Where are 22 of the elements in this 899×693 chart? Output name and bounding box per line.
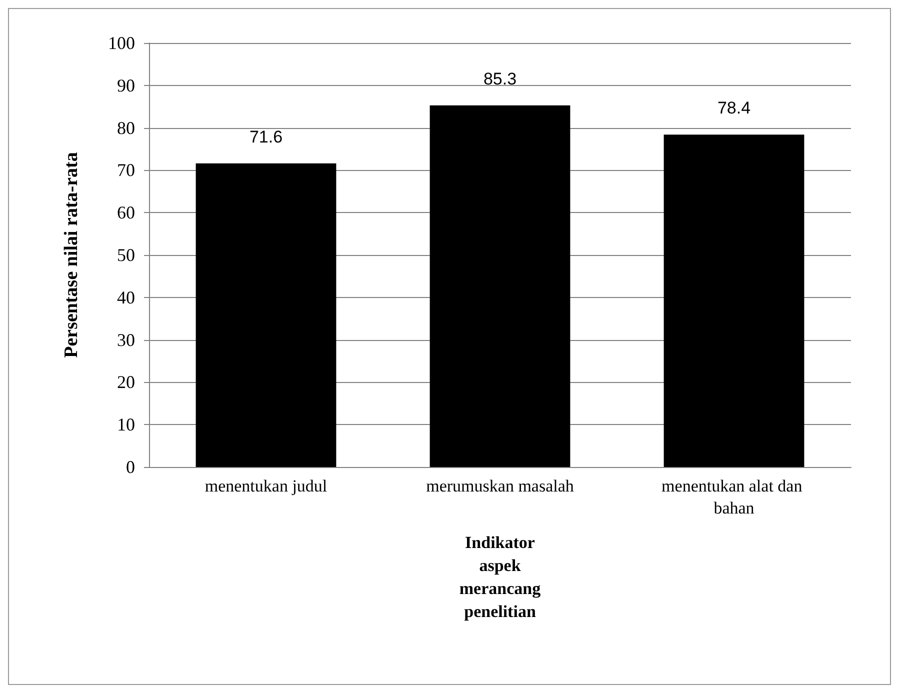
y-tick-label: 50	[117, 245, 135, 265]
x-tick-label: menentukan alat dan bahan	[662, 476, 806, 518]
bar	[196, 163, 336, 467]
bar	[430, 105, 570, 467]
y-tick-label: 20	[117, 372, 135, 392]
y-axis-title: Persentase nilai rata-rata	[61, 152, 82, 358]
y-tick-label: 60	[117, 202, 135, 223]
y-tick-label: 80	[117, 118, 135, 138]
y-tick-label: 90	[117, 75, 135, 96]
y-tick-label: 30	[117, 330, 135, 350]
y-tick-label: 70	[117, 160, 135, 180]
x-tick-label: menentukan judul	[204, 476, 328, 496]
bar	[664, 134, 804, 467]
y-tick-label: 100	[108, 33, 135, 53]
data-label: 71.6	[249, 127, 283, 146]
y-tick-label: 40	[117, 287, 135, 308]
x-tick-label: merumuskan masalah	[426, 476, 574, 496]
data-label: 78.4	[717, 98, 751, 118]
y-tick-label: 10	[117, 414, 135, 435]
data-label: 85.3	[483, 69, 517, 88]
x-axis-title: Indikator aspek merancang penelitian	[459, 533, 542, 621]
y-tick-label: 0	[126, 457, 135, 477]
